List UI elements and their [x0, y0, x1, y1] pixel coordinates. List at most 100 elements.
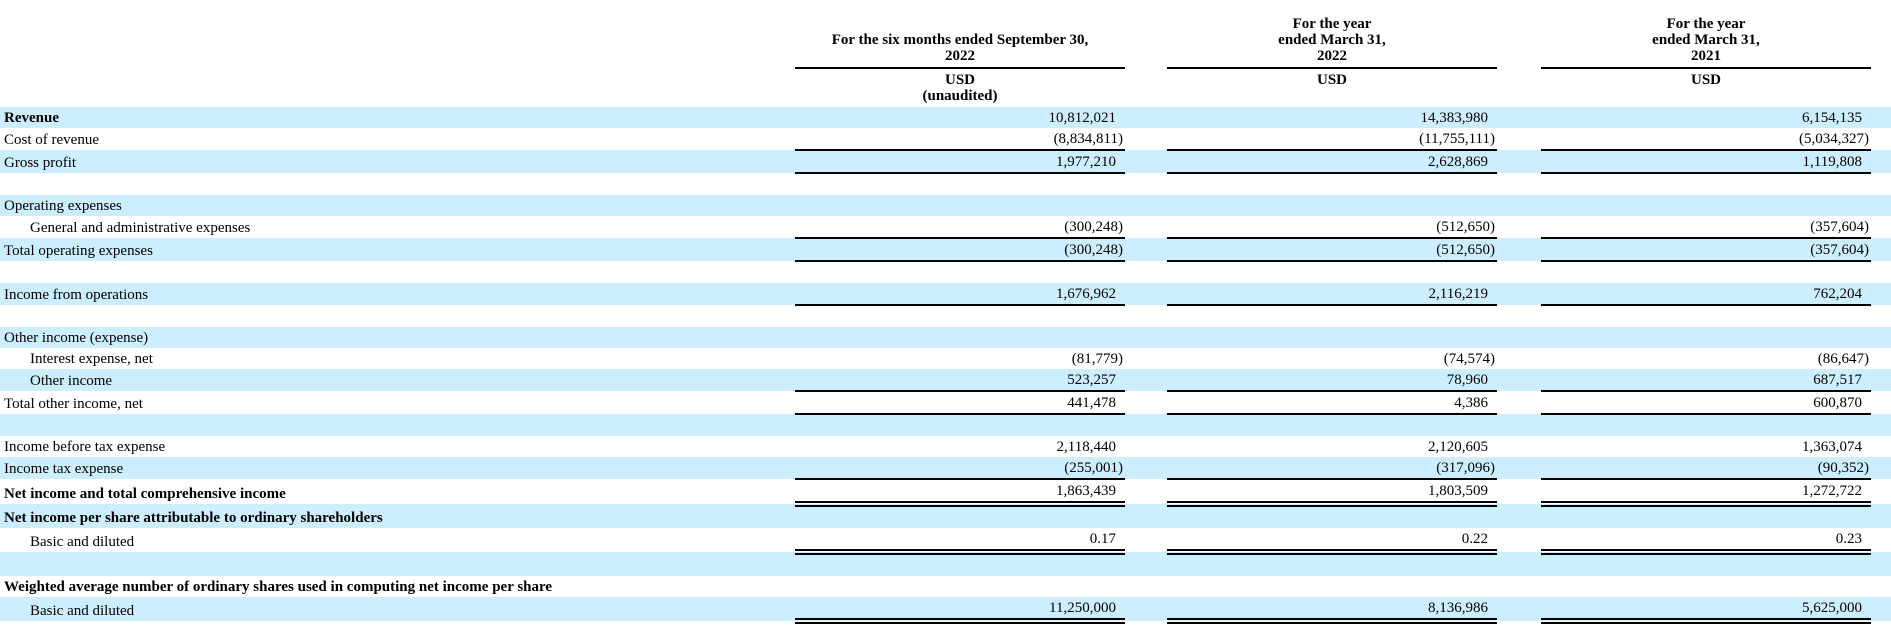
- value-cell: 2,118,440: [1056, 439, 1116, 455]
- column-gap: [1497, 128, 1541, 150]
- table-row: Total operating expenses (300,248) (512,6…: [0, 237, 1891, 262]
- value-cell: 2,120,605: [1428, 439, 1488, 455]
- row-label: Income tax expense: [0, 457, 750, 479]
- row-label: Total operating expenses: [0, 238, 750, 261]
- column-gap: [1125, 348, 1167, 369]
- column-gap: [1497, 283, 1541, 305]
- value-cell: 2,628,869: [1167, 149, 1497, 174]
- table-row: Gross profit 1,977,210 2,628,869 1,119,808: [0, 149, 1891, 174]
- value-cell: 14,383,980: [1167, 107, 1497, 128]
- column-gap: [1497, 528, 1541, 552]
- column-gap: [1497, 436, 1541, 457]
- value-cell: 1,803,509: [1167, 478, 1497, 507]
- value-cell: [795, 576, 1125, 597]
- value-cell: 0.22: [1167, 528, 1497, 555]
- value-cell: (512,650): [1436, 219, 1495, 235]
- period-line: For the year: [1292, 16, 1372, 32]
- column-gap: [750, 216, 795, 238]
- value-cell: [1541, 414, 1871, 436]
- column-unit: USD: [1690, 72, 1721, 88]
- value-cell: [795, 195, 1125, 216]
- column-gap: [750, 327, 795, 348]
- value-cell: [795, 173, 1125, 195]
- column-gap: [750, 597, 795, 621]
- column-gap: [750, 305, 795, 327]
- period-line: For the six months ended September 30,: [831, 32, 1089, 48]
- column-gap: [1871, 597, 1891, 621]
- table-row: Basic and diluted 11,250,000 8,136,986 5,6…: [0, 597, 1891, 624]
- value-cell: 10,812,021: [795, 107, 1125, 128]
- column-gap: [750, 150, 795, 173]
- value-cell: (90,352): [1541, 457, 1871, 479]
- column-gap: [1497, 348, 1541, 369]
- table-row: Basic and diluted 0.17 0.22 0.23: [0, 528, 1891, 555]
- table-row: Net income and total comprehensive incom…: [0, 478, 1891, 507]
- row-label: Total other income, net: [4, 396, 143, 412]
- row-label: Operating expenses: [0, 195, 750, 216]
- column-gap: [1497, 107, 1541, 128]
- column-gap: [1125, 305, 1167, 327]
- row-label: Income from operations: [0, 283, 750, 305]
- value-cell: 523,257: [795, 369, 1125, 391]
- column-gap: [1497, 391, 1541, 414]
- table-row: General and administrative expenses (300…: [0, 216, 1891, 238]
- column-gap: [750, 0, 795, 107]
- column-gap: [1497, 195, 1541, 216]
- column-gap: [1125, 369, 1167, 391]
- value-cell: (8,834,811): [1053, 131, 1123, 147]
- period-line: ended March 31,: [1652, 32, 1760, 48]
- column-gap: [1871, 150, 1891, 173]
- row-label: Basic and diluted: [30, 534, 135, 550]
- column-gap: [1125, 436, 1167, 457]
- value-cell: (357,604): [1541, 237, 1871, 262]
- column-gap: [1497, 414, 1541, 436]
- row-label: [0, 305, 750, 327]
- column-gap: [1125, 150, 1167, 173]
- value-cell: (357,604): [1810, 219, 1869, 235]
- column-gap: [750, 552, 795, 576]
- value-cell: (5,034,327): [1799, 131, 1869, 147]
- column-gap: [1125, 457, 1167, 479]
- column-period: For the six months ended September 30, 20…: [795, 6, 1125, 69]
- column-gap: [1871, 528, 1891, 552]
- column-gap: [750, 261, 795, 283]
- table-row: [0, 305, 1891, 327]
- value-cell: 78,960: [1167, 369, 1497, 391]
- column-gap: [750, 504, 795, 528]
- column-gap: [1125, 216, 1167, 238]
- column-gap: [1125, 504, 1167, 528]
- value-cell: 1,863,439: [795, 478, 1125, 507]
- value-cell: [1167, 173, 1497, 195]
- column-header: For the six months ended September 30, 20…: [795, 0, 1125, 107]
- value-cell: [795, 261, 1125, 283]
- value-cell: (86,647): [1817, 351, 1869, 367]
- column-header: For the year ended March 31, 2022 USD: [1167, 0, 1497, 107]
- column-gap: [1497, 369, 1541, 391]
- table-row: Other income (expense): [0, 327, 1891, 348]
- column-gap: [1125, 261, 1167, 283]
- table-row: Other income 523,257 78,960 687,517: [0, 369, 1891, 391]
- value-cell: 441,478: [795, 390, 1125, 415]
- column-gap: [750, 238, 795, 261]
- row-label: Weighted average number of ordinary shar…: [4, 579, 553, 595]
- row-label: [0, 173, 750, 195]
- column-header: For the year ended March 31, 2021 USD: [1541, 0, 1871, 107]
- period-line: 2021: [1691, 48, 1721, 64]
- column-period: For the year ended March 31, 2021: [1541, 6, 1871, 69]
- row-label: [0, 414, 750, 436]
- column-gap: [1125, 173, 1167, 195]
- column-gap: [1871, 414, 1891, 436]
- column-gap: [1497, 479, 1541, 504]
- value-cell: 11,250,000: [795, 597, 1125, 624]
- value-cell: (81,779): [1071, 351, 1123, 367]
- column-gap: [1497, 305, 1541, 327]
- row-label: Income before tax expense: [4, 439, 166, 455]
- column-gap: [1871, 305, 1891, 327]
- row-label: Revenue: [0, 107, 750, 128]
- column-gap: [1871, 576, 1891, 597]
- column-gap: [1497, 0, 1541, 107]
- row-label: Other income (expense): [0, 327, 750, 348]
- value-cell: [795, 327, 1125, 348]
- row-label: Gross profit: [0, 150, 750, 173]
- column-gap: [750, 348, 795, 369]
